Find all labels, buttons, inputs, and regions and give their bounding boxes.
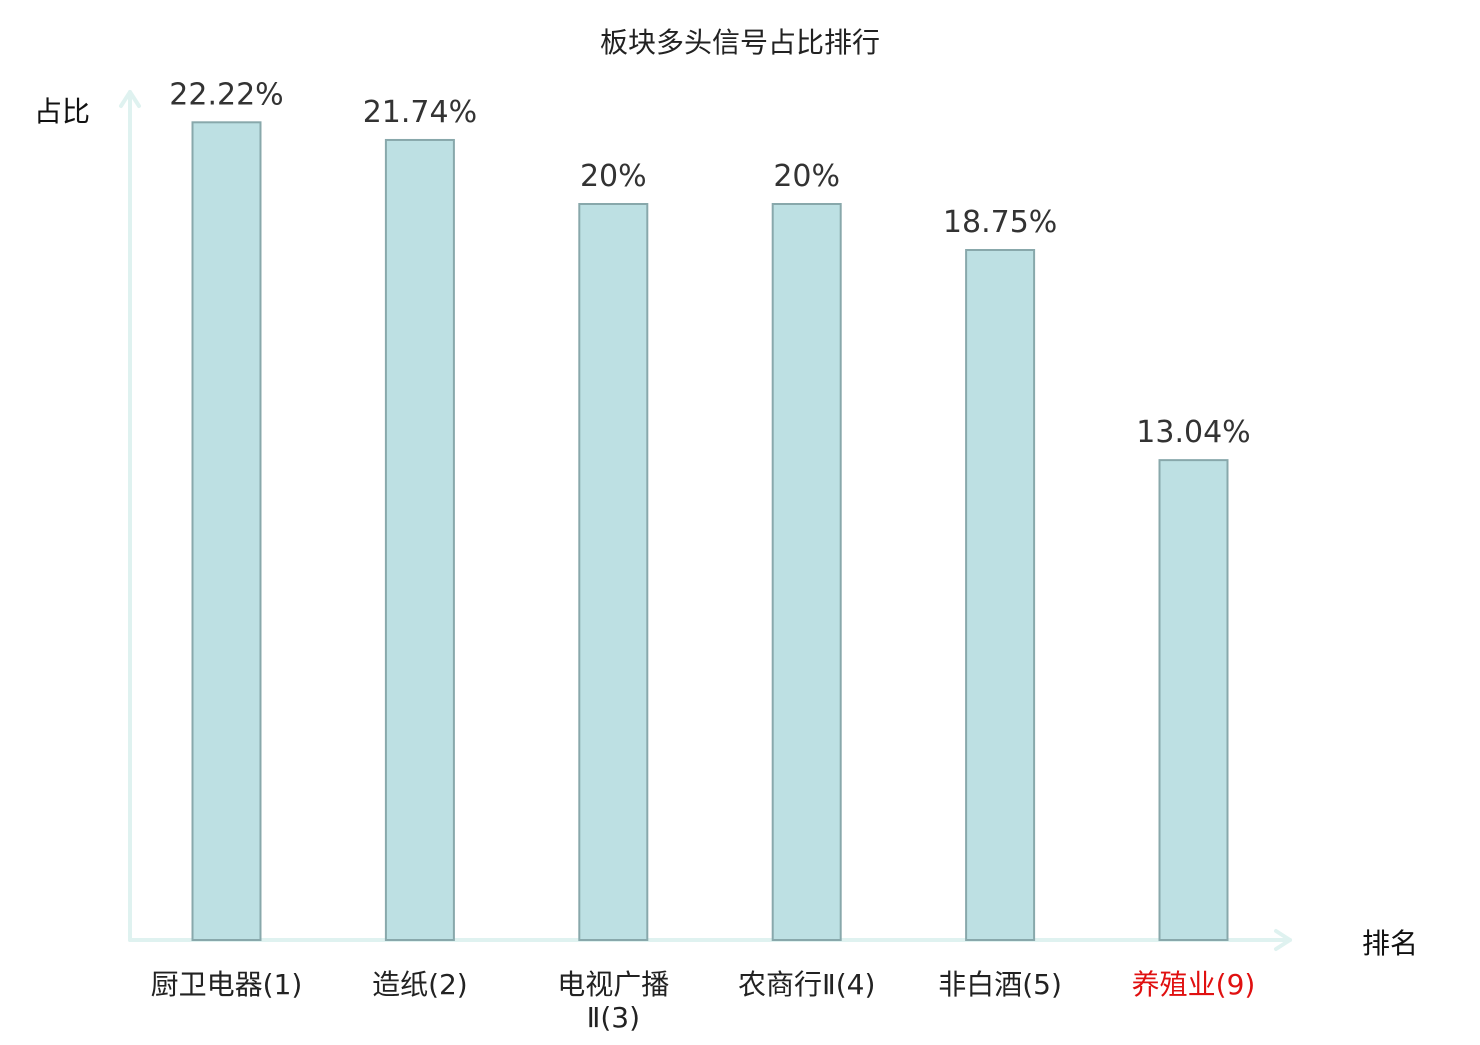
value-label-2: 21.74% xyxy=(363,95,477,130)
bar-5 xyxy=(965,249,1036,941)
value-label-4: 20% xyxy=(773,159,840,194)
bar-2 xyxy=(384,138,455,941)
bar-3 xyxy=(578,203,649,941)
y-axis-arrow xyxy=(119,90,141,108)
category-label-1: 厨卫电器(1) xyxy=(151,968,303,1001)
axes xyxy=(119,90,1292,951)
category-label-5: 非白酒(5) xyxy=(938,968,1062,1001)
value-label-1: 22.22% xyxy=(169,77,283,112)
bar-1 xyxy=(191,121,262,941)
bar-6 xyxy=(1158,459,1229,941)
bars-group xyxy=(191,121,1229,941)
value-labels-group: 22.22% 21.74% 20% 20% 18.75% 13.04% xyxy=(169,77,1250,450)
value-label-5: 18.75% xyxy=(943,205,1057,240)
x-axis-arrow xyxy=(1274,929,1292,951)
category-label-6: 养殖业(9) xyxy=(1132,968,1256,1001)
value-label-6: 13.04% xyxy=(1136,415,1250,450)
category-label-2: 造纸(2) xyxy=(372,968,468,1001)
bar-4 xyxy=(771,203,842,941)
category-label-3-line-2: Ⅱ(3) xyxy=(587,1001,640,1034)
category-label-4: 农商行Ⅱ(4) xyxy=(738,968,875,1001)
value-label-3: 20% xyxy=(580,159,647,194)
chart-title: 板块多头信号占比排行 xyxy=(600,26,880,59)
y-axis-label: 占比 xyxy=(34,95,90,128)
category-label-3-line-1: 电视广播 xyxy=(557,968,669,1001)
x-axis-label: 排名 xyxy=(1362,927,1418,960)
